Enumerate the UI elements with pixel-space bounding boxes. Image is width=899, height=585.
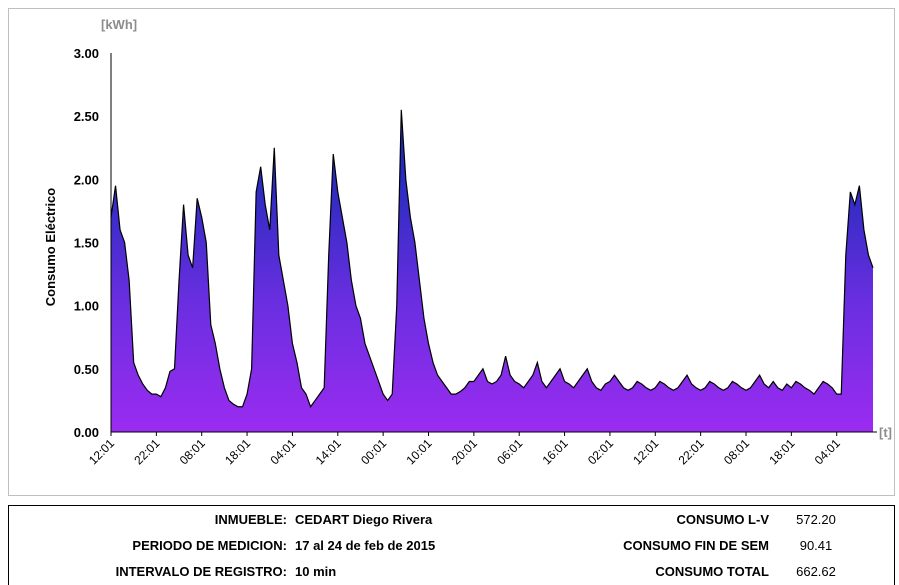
x-tick-label: 08:01 [177, 436, 208, 467]
x-tick-label: 10:01 [403, 436, 434, 467]
y-tick-label: 1.50 [74, 236, 99, 251]
consumo-lv-value: 572.20 [796, 512, 836, 527]
y-tick-label: 2.50 [74, 109, 99, 124]
intervalo-label: INTERVALO DE REGISTRO: [115, 564, 287, 579]
x-tick-label: 18:01 [222, 436, 253, 467]
consumo-lv-label: CONSUMO L-V [676, 512, 769, 527]
y-tick-label: 1.00 [74, 299, 99, 314]
consumo-total-label: CONSUMO TOTAL [655, 564, 769, 579]
inmueble-label: INMUEBLE: [214, 512, 287, 527]
info-row-inmueble: INMUEBLE: CEDART Diego Rivera CONSUMO L-… [9, 508, 894, 532]
consumo-fin-de-sem-label: CONSUMO FIN DE SEM [623, 538, 769, 553]
consumption-line [110, 109, 874, 409]
y-axis-title: Consumo Eléctrico [43, 188, 58, 307]
periodo-value: 17 al 24 de feb de 2015 [295, 538, 436, 553]
y-tick-label: 2.00 [74, 172, 99, 187]
consumption-chart: [kWh] [t] Consumo Eléctrico 0.00 0.50 1.00… [43, 17, 892, 467]
y-tick-label: 3.00 [74, 46, 99, 61]
info-row-intervalo: INTERVALO DE REGISTRO: 10 min CONSUMO TO… [9, 560, 894, 584]
x-tick-label: 18:01 [766, 436, 797, 467]
x-tick-label: 14:01 [313, 436, 344, 467]
inmueble-value: CEDART Diego Rivera [295, 512, 433, 527]
x-tick-label: 16:01 [540, 436, 571, 467]
consumo-total-value: 662.62 [796, 564, 836, 579]
consumption-area [111, 109, 873, 432]
info-row-periodo: PERIODO DE MEDICION: 17 al 24 de feb de … [9, 534, 894, 558]
x-tick-label: 04:01 [812, 436, 843, 467]
x-tick-label: 08:01 [721, 436, 752, 467]
x-tick-label: 04:01 [267, 436, 298, 467]
x-tick-label: 22:01 [131, 436, 162, 467]
measurement-info-table: INMUEBLE: CEDART Diego Rivera CONSUMO L-… [8, 505, 895, 585]
x-tick-label: 12:01 [630, 436, 661, 467]
periodo-label: PERIODO DE MEDICION: [132, 538, 287, 553]
x-tick-label: 22:01 [676, 436, 707, 467]
x-tick-label: 20:01 [449, 436, 480, 467]
y-tick-label: 0.50 [74, 362, 99, 377]
x-tick-label: 02:01 [585, 436, 616, 467]
y-tick-label: 0.00 [74, 425, 99, 440]
x-tick-label: 00:01 [358, 436, 389, 467]
x-tick-label: 12:01 [86, 436, 117, 467]
x-tick-label: 06:01 [494, 436, 525, 467]
consumo-fin-de-sem-value: 90.41 [799, 538, 833, 553]
y-unit-label: [kWh] [101, 17, 137, 32]
x-unit-label: [t] [879, 425, 892, 440]
chart-container: [kWh] [t] Consumo Eléctrico 0.00 0.50 1.00… [8, 8, 895, 496]
intervalo-value: 10 min [295, 564, 337, 579]
